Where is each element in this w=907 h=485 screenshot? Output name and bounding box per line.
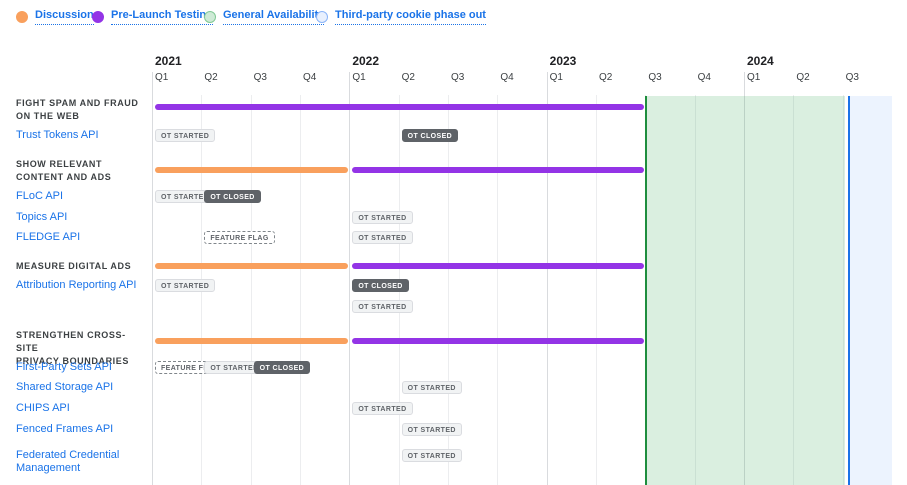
- phase-bar-testing: [352, 263, 645, 269]
- year-label: 2021: [155, 54, 182, 68]
- phase-bar-testing: [352, 167, 645, 173]
- status-badge-ot-closed[interactable]: OT CLOSED: [204, 190, 261, 203]
- year-label: 2023: [549, 54, 577, 68]
- quarter-label: Q3: [648, 72, 662, 83]
- api-link[interactable]: Shared Storage API: [16, 381, 114, 393]
- gridline-quarter: [497, 95, 499, 485]
- api-link[interactable]: First-Party Sets API: [16, 361, 112, 373]
- phase-bar-discussion: [155, 263, 349, 269]
- quarter-label: Q3: [845, 72, 859, 83]
- phase-bar-discussion: [155, 338, 349, 344]
- status-badge-ot-started[interactable]: OT STARTED: [401, 381, 462, 394]
- quarter-label: Q2: [598, 72, 613, 83]
- quarter-label: Q3: [450, 72, 465, 83]
- status-badge-ot-started[interactable]: OT STARTED: [401, 449, 462, 462]
- phase-bar-testing: [155, 104, 645, 110]
- api-link[interactable]: FLoC API: [16, 190, 64, 202]
- status-badge-feature-flag[interactable]: FEATURE FLAG: [204, 231, 275, 244]
- legend-item-discussion[interactable]: Discussion: [16, 9, 94, 25]
- quarter-label: Q2: [401, 72, 415, 83]
- api-link[interactable]: FLEDGE API: [16, 231, 81, 243]
- legend-dot-testing-icon: [92, 11, 104, 23]
- api-link[interactable]: Topics API: [16, 211, 68, 223]
- quarter-label: Q4: [302, 72, 317, 83]
- gridline-quarter: [793, 95, 795, 485]
- gridline-quarter: [694, 95, 696, 485]
- gridline-year: [152, 72, 153, 485]
- legend-label: Discussion: [35, 9, 94, 25]
- status-badge-ot-started[interactable]: OT STARTED: [352, 211, 413, 224]
- gridline-quarter: [299, 95, 301, 485]
- gridline-year: [349, 72, 351, 485]
- quarter-label: Q4: [697, 72, 711, 83]
- cookie-phaseout-band: [847, 96, 892, 485]
- legend-label: General Availability: [223, 9, 325, 25]
- section-header: SHOW RELEVANT CONTENT AND ADS: [16, 159, 112, 182]
- gridline-quarter: [595, 95, 597, 485]
- api-link[interactable]: Federated Credential Management: [16, 449, 120, 474]
- gridline-quarter: [842, 95, 844, 485]
- gridline-year: [743, 72, 745, 485]
- legend-dot-discussion-icon: [16, 11, 28, 23]
- section-header: MEASURE DIGITAL ADS: [16, 261, 132, 271]
- gridline-quarter: [250, 95, 252, 485]
- quarter-label: Q1: [155, 72, 169, 83]
- api-link[interactable]: Trust Tokens API: [16, 129, 99, 141]
- quarter-label: Q1: [549, 72, 563, 83]
- gridline-quarter: [447, 95, 449, 485]
- status-badge-ot-started[interactable]: OT STARTED: [352, 231, 413, 244]
- status-badge-ot-closed[interactable]: OT CLOSED: [253, 361, 311, 374]
- gridline-year: [546, 72, 548, 485]
- section-header: STRENGTHEN CROSS-SITE PRIVACY BOUNDARIES: [16, 330, 129, 366]
- api-link[interactable]: Attribution Reporting API: [16, 279, 137, 291]
- legend-item-testing[interactable]: Pre-Launch Testing: [92, 9, 213, 25]
- status-badge-ot-closed[interactable]: OT CLOSED: [401, 129, 459, 142]
- ga-band: [645, 96, 845, 485]
- legend-label: Pre-Launch Testing: [111, 9, 213, 25]
- quarter-label: Q2: [204, 72, 218, 83]
- year-label: 2022: [352, 54, 380, 68]
- quarter-label: Q4: [500, 72, 514, 83]
- legend-item-ga[interactable]: General Availability: [204, 9, 325, 25]
- api-link[interactable]: CHIPS API: [16, 402, 70, 414]
- section-header: FIGHT SPAM AND FRAUD ON THE WEB: [16, 98, 139, 121]
- status-badge-ot-started[interactable]: OT STARTED: [401, 423, 462, 436]
- phase-bar-discussion: [155, 167, 349, 173]
- status-badge-ot-started[interactable]: OT STARTED: [155, 279, 216, 292]
- year-label: 2024: [746, 54, 774, 68]
- quarter-label: Q3: [253, 72, 267, 83]
- api-link[interactable]: Fenced Frames API: [16, 423, 114, 435]
- legend-dot-ga-icon: [204, 11, 216, 23]
- legend-dot-cookie-icon: [316, 11, 328, 23]
- quarter-label: Q1: [746, 72, 761, 83]
- status-badge-ot-started[interactable]: OT STARTED: [352, 402, 413, 415]
- status-badge-ot-started[interactable]: OT STARTED: [155, 129, 216, 142]
- status-badge-ot-closed[interactable]: OT CLOSED: [352, 279, 409, 292]
- quarter-label: Q2: [796, 72, 810, 83]
- status-badge-ot-started[interactable]: OT STARTED: [352, 300, 413, 313]
- legend-label: Third-party cookie phase out: [335, 9, 486, 25]
- quarter-label: Q1: [352, 72, 366, 83]
- legend-item-cookie[interactable]: Third-party cookie phase out: [316, 9, 486, 25]
- phase-bar-testing: [352, 338, 645, 344]
